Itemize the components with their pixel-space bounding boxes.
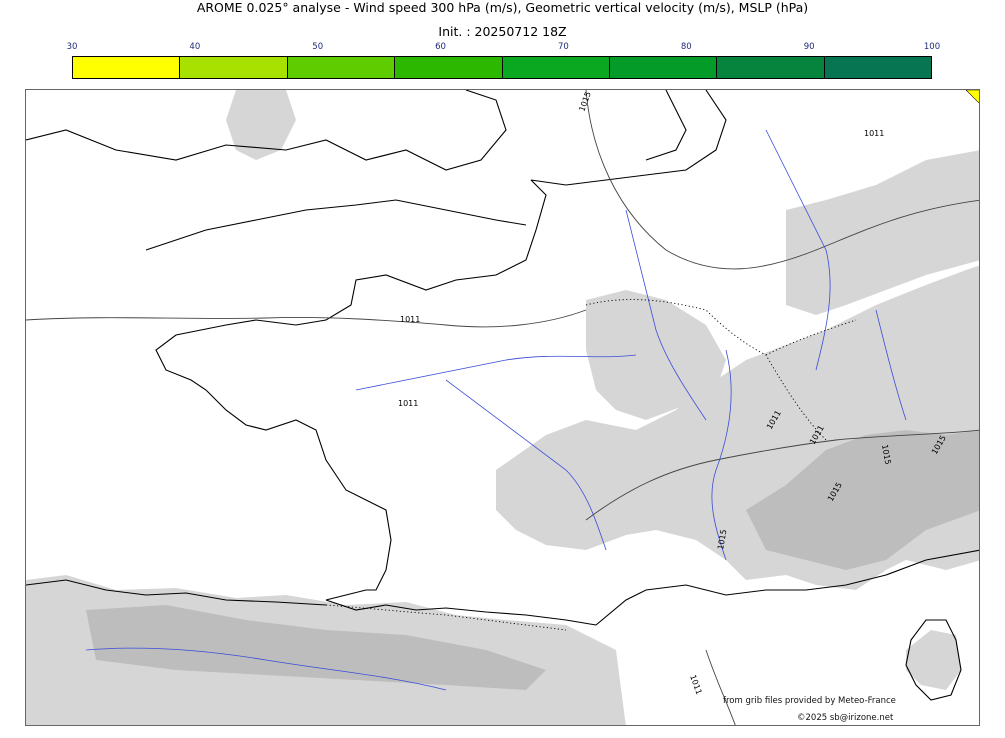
coastlines bbox=[26, 90, 979, 701]
colorbar-segment bbox=[287, 57, 396, 78]
isobar-label: 1011 bbox=[400, 315, 420, 324]
copyright-credit: ©2025 sb@irizone.net bbox=[797, 713, 894, 723]
colorbar-segment bbox=[395, 57, 503, 78]
alps-shading bbox=[86, 430, 979, 690]
isobar-label: 1011 bbox=[688, 674, 703, 696]
isobar-label: 1015 bbox=[716, 529, 728, 551]
colorbar-tick: 30 bbox=[66, 42, 78, 52]
wind-speed-area bbox=[965, 90, 979, 104]
colorbar-segment bbox=[717, 57, 825, 78]
source-credit: from grib files provided by Meteo-France bbox=[723, 696, 896, 706]
colorbar-tick: 60 bbox=[435, 42, 446, 52]
colorbar-segment bbox=[73, 57, 181, 78]
colorbar-tick: 90 bbox=[803, 42, 815, 52]
colorbar-segment bbox=[824, 57, 931, 78]
colorbar-segment bbox=[609, 57, 718, 78]
init-time: Init. : 20250712 18Z bbox=[438, 24, 567, 39]
colorbar-ticks: 30 40 50 60 70 80 90 100 bbox=[67, 41, 941, 53]
colorbar-segment bbox=[502, 57, 610, 78]
colorbar-tick: 40 bbox=[189, 42, 201, 52]
colorbar-tick: 100 bbox=[923, 42, 941, 52]
borders bbox=[325, 299, 857, 631]
isobar-label: 1011 bbox=[864, 129, 884, 138]
isobar-label: 1015 bbox=[880, 444, 892, 466]
weather-map: 1015 1011 1011 1011 1011 1011 1015 1015 … bbox=[25, 89, 980, 726]
wind-speed-colorbar bbox=[72, 56, 932, 79]
rivers bbox=[85, 129, 907, 691]
colorbar-segment bbox=[180, 57, 288, 78]
isobar-label: 1011 bbox=[398, 399, 418, 408]
isobar-label: 1015 bbox=[577, 90, 592, 112]
isobars bbox=[26, 90, 979, 725]
colorbar-tick: 80 bbox=[680, 42, 692, 52]
colorbar-tick: 70 bbox=[558, 42, 569, 52]
chart-title: AROME 0.025° analyse - Wind speed 300 hP… bbox=[196, 0, 809, 15]
colorbar-tick: 50 bbox=[312, 42, 324, 52]
